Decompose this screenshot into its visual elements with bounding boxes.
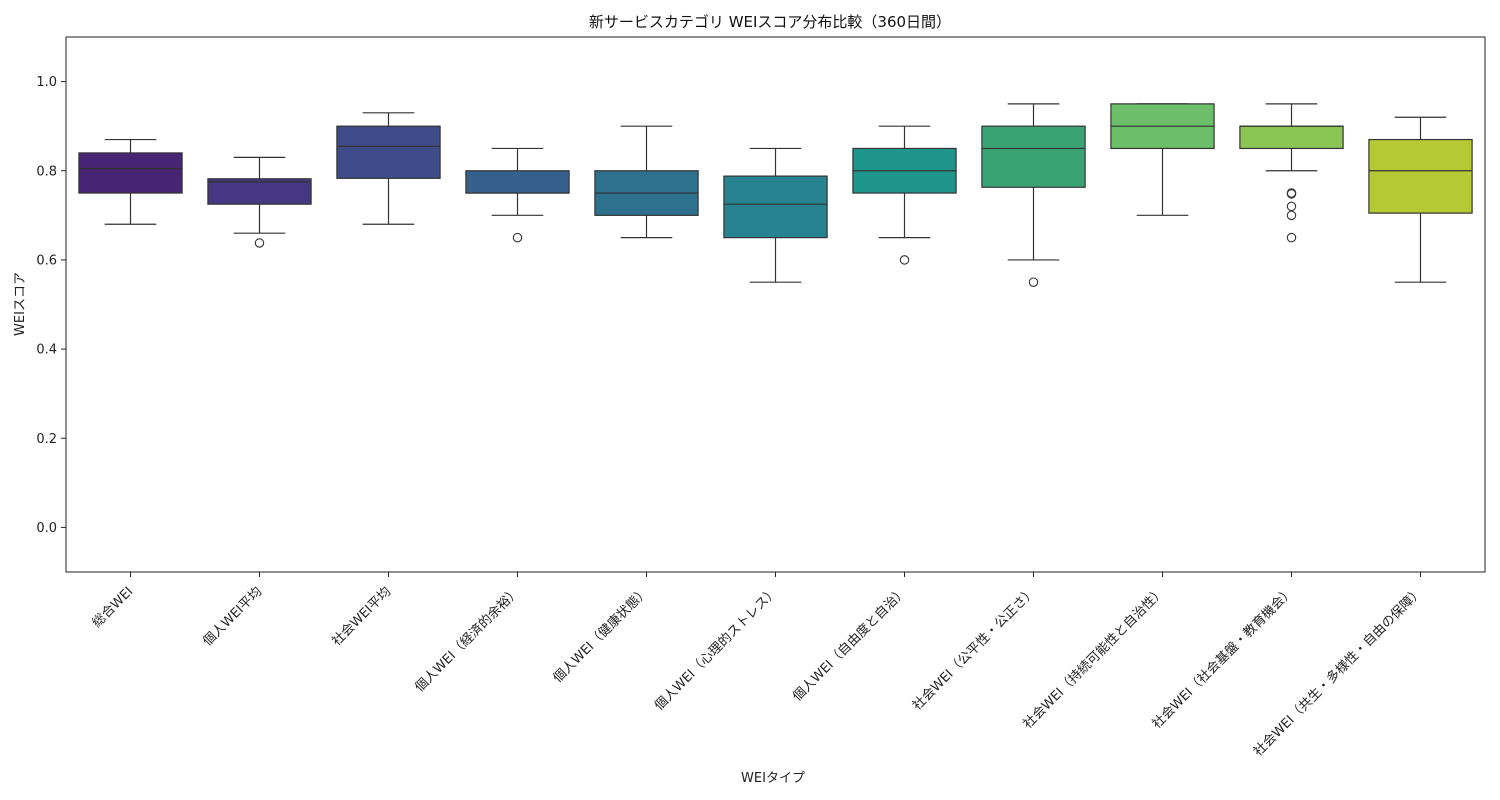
outlier-point [1286, 201, 1297, 212]
x-tick-label: 個人WEI平均 [200, 584, 265, 649]
x-axis-title: WEIタイプ [741, 771, 805, 786]
outlier-point [1028, 277, 1039, 287]
box-iqr [78, 152, 183, 194]
y-tick-label: 0.2 [36, 432, 57, 447]
box-group [207, 156, 312, 248]
y-tick-label: 0.8 [36, 164, 57, 179]
x-tick-label: 個人WEI（自由度と自治） [789, 584, 910, 705]
box-iqr [723, 175, 828, 239]
plot-frame [65, 36, 1486, 573]
outlier-point [899, 255, 910, 265]
box-group [594, 125, 699, 239]
outlier-point [512, 232, 523, 243]
y-tick-label: 1.0 [36, 75, 57, 90]
box-iqr [465, 170, 570, 194]
x-tick-label: 社会WEI平均 [329, 584, 395, 650]
x-tick-label: 社会WEI（持続可能性と自治性） [1020, 584, 1168, 732]
box-group [78, 138, 183, 225]
x-tick-label: 総合WEI [90, 584, 137, 631]
box-group [723, 147, 828, 283]
box-iqr [207, 178, 312, 205]
outlier-point [1286, 189, 1297, 199]
outlier-point [1286, 232, 1297, 243]
box-group [1368, 116, 1473, 283]
box-group [852, 125, 957, 265]
box-iqr [336, 125, 441, 179]
x-tick-label: 個人WEI（経済的余裕） [412, 584, 524, 696]
y-axis-title: WEIスコア [13, 272, 28, 336]
y-axis: 0.0 0.2 0.4 0.6 0.8 1.0 [36, 75, 66, 536]
x-tick-label: 社会WEI（公平性・公正さ） [909, 584, 1039, 714]
plot-area [78, 103, 1473, 287]
box-group [1239, 103, 1344, 243]
chart-title: 新サービスカテゴリ WEIスコア分布比較（360日間） [589, 13, 951, 31]
y-tick-label: 0.4 [36, 343, 57, 358]
box-group [465, 147, 570, 243]
x-tick-label: 社会WEI（社会基盤・教育機会） [1149, 584, 1297, 732]
x-tick-label: 個人WEI（心理的ストレス） [651, 584, 781, 714]
box-group [336, 112, 441, 225]
x-tick-label: 個人WEI（健康状態） [550, 584, 652, 686]
outlier-point [1286, 210, 1297, 221]
box-group [1110, 103, 1215, 216]
y-tick-label: 0.6 [36, 253, 57, 268]
outlier-point [254, 238, 265, 248]
x-axis: 総合WEI 個人WEI平均 社会WEI平均 個人WEI（経済的余裕） 個人WEI（健康状… [90, 572, 1426, 760]
y-tick-label: 0.0 [36, 521, 57, 536]
box-iqr [1239, 125, 1344, 150]
box-iqr [1368, 138, 1473, 214]
box-group [981, 103, 1086, 287]
box-iqr [981, 125, 1086, 188]
